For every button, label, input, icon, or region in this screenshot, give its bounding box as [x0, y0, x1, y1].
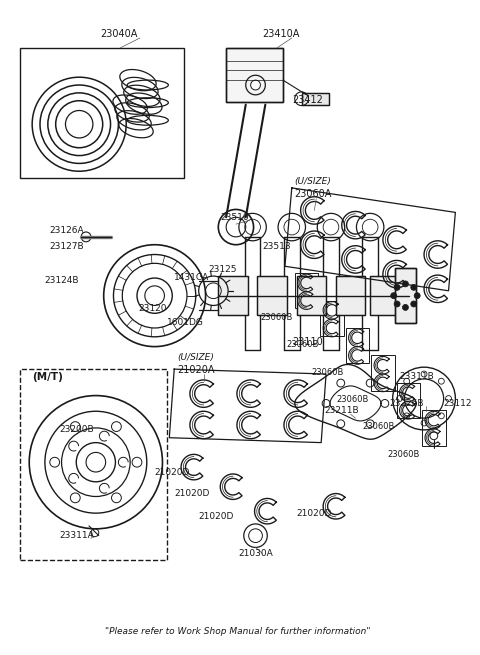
Text: 23200B: 23200B — [60, 425, 94, 434]
Bar — [301, 93, 329, 105]
Text: 23410A: 23410A — [263, 29, 300, 39]
Bar — [395, 269, 416, 323]
Text: 23226B: 23226B — [390, 399, 424, 408]
Text: 23311A: 23311A — [60, 531, 95, 540]
Circle shape — [414, 293, 420, 299]
Circle shape — [251, 80, 261, 90]
Text: 23127B: 23127B — [50, 242, 84, 251]
Bar — [21, 369, 168, 560]
Text: 23040A: 23040A — [101, 29, 138, 39]
Bar — [370, 276, 399, 315]
Text: "Please refer to Work Shop Manual for further information": "Please refer to Work Shop Manual for fu… — [105, 627, 371, 636]
Circle shape — [394, 284, 400, 290]
Text: (M/T): (M/T) — [32, 372, 63, 382]
Text: 23211B: 23211B — [324, 406, 359, 415]
Text: (U/SIZE): (U/SIZE) — [177, 353, 214, 362]
Text: 23126A: 23126A — [50, 225, 84, 234]
Text: 23060B: 23060B — [388, 450, 420, 459]
Text: 23311B: 23311B — [399, 373, 434, 381]
Text: 23060B: 23060B — [261, 312, 293, 322]
Text: 21020D: 21020D — [199, 512, 234, 521]
Bar — [370, 276, 399, 315]
Text: (U/SIZE): (U/SIZE) — [295, 177, 332, 185]
Bar — [395, 269, 416, 323]
Bar — [371, 356, 395, 390]
Bar — [257, 276, 287, 315]
Text: 21020D: 21020D — [174, 489, 210, 498]
Text: 1601DG: 1601DG — [168, 318, 204, 327]
Text: 1431CA: 1431CA — [174, 272, 209, 282]
Bar — [297, 276, 326, 315]
Circle shape — [403, 305, 408, 310]
Bar — [257, 276, 287, 315]
Bar — [226, 48, 283, 102]
Text: 23060B: 23060B — [362, 422, 395, 432]
Text: 23060A: 23060A — [295, 189, 332, 198]
Circle shape — [411, 284, 417, 290]
Text: 23510: 23510 — [220, 213, 249, 222]
Bar — [21, 48, 184, 178]
Text: 23060B: 23060B — [337, 395, 369, 404]
Text: 21020D: 21020D — [155, 468, 190, 477]
Text: 21030A: 21030A — [238, 549, 273, 558]
Bar — [336, 276, 365, 315]
Bar — [396, 383, 420, 418]
Text: 23513: 23513 — [263, 242, 291, 251]
Text: 21020A: 21020A — [177, 365, 215, 375]
Text: 23060B: 23060B — [286, 340, 318, 349]
Bar — [297, 276, 326, 315]
Bar — [301, 93, 329, 105]
Circle shape — [394, 301, 400, 307]
Text: 23124B: 23124B — [44, 276, 78, 286]
Text: 23412: 23412 — [292, 95, 323, 105]
Text: 21020D: 21020D — [297, 509, 332, 517]
Text: 23125: 23125 — [208, 265, 237, 274]
Circle shape — [403, 281, 408, 287]
Text: 23060B: 23060B — [312, 367, 344, 377]
Circle shape — [391, 293, 396, 299]
Bar — [295, 273, 318, 309]
Text: 23120: 23120 — [138, 304, 167, 313]
Bar — [218, 276, 248, 315]
Circle shape — [411, 301, 417, 307]
Bar — [422, 410, 445, 445]
Text: 23110: 23110 — [292, 337, 323, 346]
Bar — [336, 276, 365, 315]
Text: 23112: 23112 — [444, 399, 472, 408]
Bar — [226, 48, 283, 102]
Bar — [346, 328, 369, 364]
Bar — [320, 301, 344, 336]
Bar — [218, 276, 248, 315]
